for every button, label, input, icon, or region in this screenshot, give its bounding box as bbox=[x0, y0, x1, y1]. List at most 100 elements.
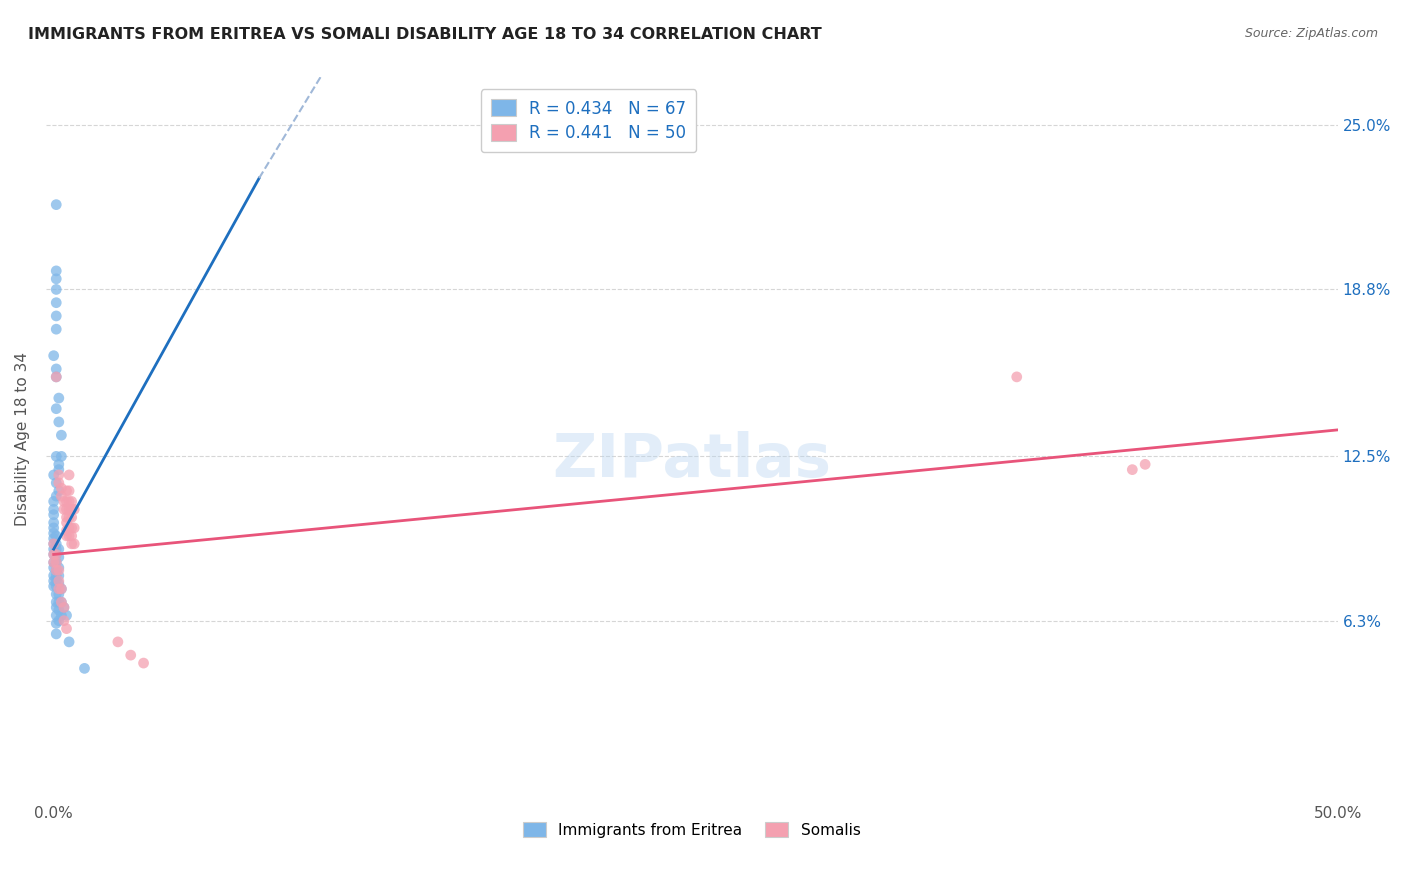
Point bbox=[63, 502, 86, 516]
Point bbox=[45, 595, 67, 609]
Point bbox=[42, 548, 65, 562]
Point bbox=[51, 489, 73, 503]
Point bbox=[45, 370, 67, 384]
Point bbox=[45, 537, 67, 551]
Point bbox=[51, 450, 73, 464]
Point bbox=[48, 483, 70, 498]
Point bbox=[45, 529, 67, 543]
Point bbox=[45, 370, 67, 384]
Point bbox=[48, 475, 70, 490]
Point bbox=[45, 548, 67, 562]
Point bbox=[58, 467, 80, 482]
Point bbox=[60, 521, 83, 535]
Point bbox=[60, 510, 83, 524]
Point bbox=[1133, 458, 1156, 472]
Point bbox=[52, 614, 75, 628]
Point bbox=[45, 322, 67, 336]
Point bbox=[45, 555, 67, 569]
Point bbox=[52, 600, 75, 615]
Point bbox=[42, 542, 65, 557]
Point bbox=[63, 521, 86, 535]
Point bbox=[42, 555, 65, 569]
Point bbox=[42, 560, 65, 574]
Point bbox=[58, 521, 80, 535]
Point bbox=[48, 614, 70, 628]
Point bbox=[60, 529, 83, 543]
Point bbox=[48, 563, 70, 577]
Point bbox=[58, 494, 80, 508]
Point bbox=[45, 555, 67, 569]
Point bbox=[42, 568, 65, 582]
Point bbox=[45, 587, 67, 601]
Point bbox=[45, 475, 67, 490]
Point bbox=[45, 450, 67, 464]
Point bbox=[51, 582, 73, 596]
Point bbox=[42, 574, 65, 588]
Point bbox=[1121, 462, 1143, 476]
Point bbox=[42, 555, 65, 569]
Point bbox=[55, 510, 77, 524]
Point bbox=[73, 661, 96, 675]
Point bbox=[45, 282, 67, 296]
Point bbox=[55, 494, 77, 508]
Text: ZIPatlas: ZIPatlas bbox=[553, 432, 831, 491]
Point bbox=[107, 635, 129, 649]
Text: IMMIGRANTS FROM ERITREA VS SOMALI DISABILITY AGE 18 TO 34 CORRELATION CHART: IMMIGRANTS FROM ERITREA VS SOMALI DISABI… bbox=[28, 27, 823, 42]
Point bbox=[42, 537, 65, 551]
Point bbox=[42, 526, 65, 541]
Point bbox=[58, 483, 80, 498]
Point bbox=[48, 415, 70, 429]
Point bbox=[45, 600, 67, 615]
Point bbox=[48, 560, 70, 574]
Point bbox=[58, 502, 80, 516]
Point bbox=[45, 197, 67, 211]
Point bbox=[60, 494, 83, 508]
Point bbox=[51, 481, 73, 495]
Point bbox=[45, 579, 67, 593]
Point bbox=[42, 508, 65, 522]
Point bbox=[42, 516, 65, 530]
Legend: Immigrants from Eritrea, Somalis: Immigrants from Eritrea, Somalis bbox=[517, 815, 866, 844]
Point bbox=[132, 656, 155, 670]
Point bbox=[51, 428, 73, 442]
Point bbox=[42, 502, 65, 516]
Point bbox=[55, 483, 77, 498]
Point bbox=[45, 542, 67, 557]
Point bbox=[58, 635, 80, 649]
Point bbox=[48, 568, 70, 582]
Point bbox=[48, 576, 70, 591]
Point bbox=[45, 295, 67, 310]
Point bbox=[45, 608, 67, 623]
Point bbox=[58, 510, 80, 524]
Point bbox=[45, 548, 67, 562]
Point bbox=[45, 264, 67, 278]
Point bbox=[51, 582, 73, 596]
Point bbox=[45, 616, 67, 631]
Point bbox=[60, 537, 83, 551]
Point bbox=[55, 608, 77, 623]
Point bbox=[45, 574, 67, 588]
Point bbox=[45, 568, 67, 582]
Point bbox=[48, 391, 70, 405]
Point bbox=[48, 603, 70, 617]
Y-axis label: Disability Age 18 to 34: Disability Age 18 to 34 bbox=[15, 352, 30, 526]
Point bbox=[52, 600, 75, 615]
Point bbox=[55, 524, 77, 538]
Point bbox=[45, 309, 67, 323]
Point bbox=[45, 627, 67, 641]
Point bbox=[48, 574, 70, 588]
Point bbox=[55, 622, 77, 636]
Point bbox=[48, 550, 70, 565]
Point bbox=[48, 595, 70, 609]
Point bbox=[55, 529, 77, 543]
Point bbox=[45, 489, 67, 503]
Point bbox=[42, 494, 65, 508]
Point bbox=[55, 516, 77, 530]
Point bbox=[42, 537, 65, 551]
Point bbox=[42, 532, 65, 546]
Point bbox=[48, 542, 70, 557]
Point bbox=[48, 462, 70, 476]
Point bbox=[45, 272, 67, 286]
Point bbox=[1005, 370, 1028, 384]
Point bbox=[42, 521, 65, 535]
